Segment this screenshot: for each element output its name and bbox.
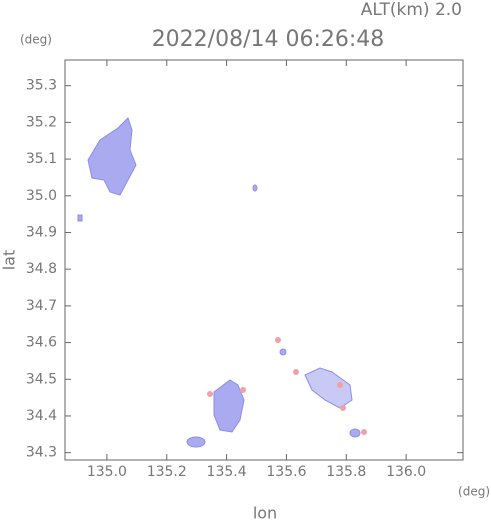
echo: [279, 348, 287, 356]
y-tick-label: 35.2: [26, 114, 57, 130]
y-tick-label: 34.8: [26, 261, 57, 277]
echo: [240, 387, 246, 393]
x-tick-label: 135.4: [207, 464, 247, 480]
x-unit: (deg): [458, 485, 490, 499]
x-axis-label: lon: [253, 504, 277, 522]
echo: [340, 405, 346, 411]
echo: [304, 367, 353, 409]
y-axis-label: lat: [0, 250, 19, 271]
y-tick-label: 35.1: [26, 151, 57, 167]
y-tick-label: 34.7: [26, 298, 57, 314]
x-tick-label: 136.0: [386, 464, 426, 480]
y-tick-label: 34.3: [26, 445, 57, 461]
echo: [77, 214, 83, 222]
echo: [293, 369, 299, 375]
echo: [349, 428, 361, 438]
y-tick-label: 35.3: [26, 78, 57, 94]
y-tick-label: 35.0: [26, 188, 57, 204]
echo: [337, 382, 343, 388]
echo: [213, 379, 245, 433]
echo: [186, 436, 206, 448]
echo: [361, 429, 367, 435]
chart-title: 2022/08/14 06:26:48: [152, 27, 385, 52]
plot-frame: [64, 59, 464, 461]
radar-echoes: [77, 117, 361, 448]
echo: [207, 391, 213, 397]
x-tick-label: 135.0: [87, 464, 127, 480]
x-tick-label: 135.6: [266, 464, 306, 480]
y-tick-label: 34.6: [26, 335, 57, 351]
echo: [275, 337, 281, 343]
y-tick-label: 34.4: [26, 408, 57, 424]
y-tick-label: 34.5: [26, 371, 57, 387]
y-tick-label: 34.9: [26, 224, 57, 240]
echo: [252, 184, 258, 192]
x-tick-label: 135.2: [147, 464, 187, 480]
echo: [87, 117, 137, 196]
altitude-label: ALT(km) 2.0: [361, 0, 462, 20]
y-unit: (deg): [20, 33, 52, 47]
radar-echoes-red: [207, 337, 367, 435]
x-tick-label: 135.8: [326, 464, 366, 480]
